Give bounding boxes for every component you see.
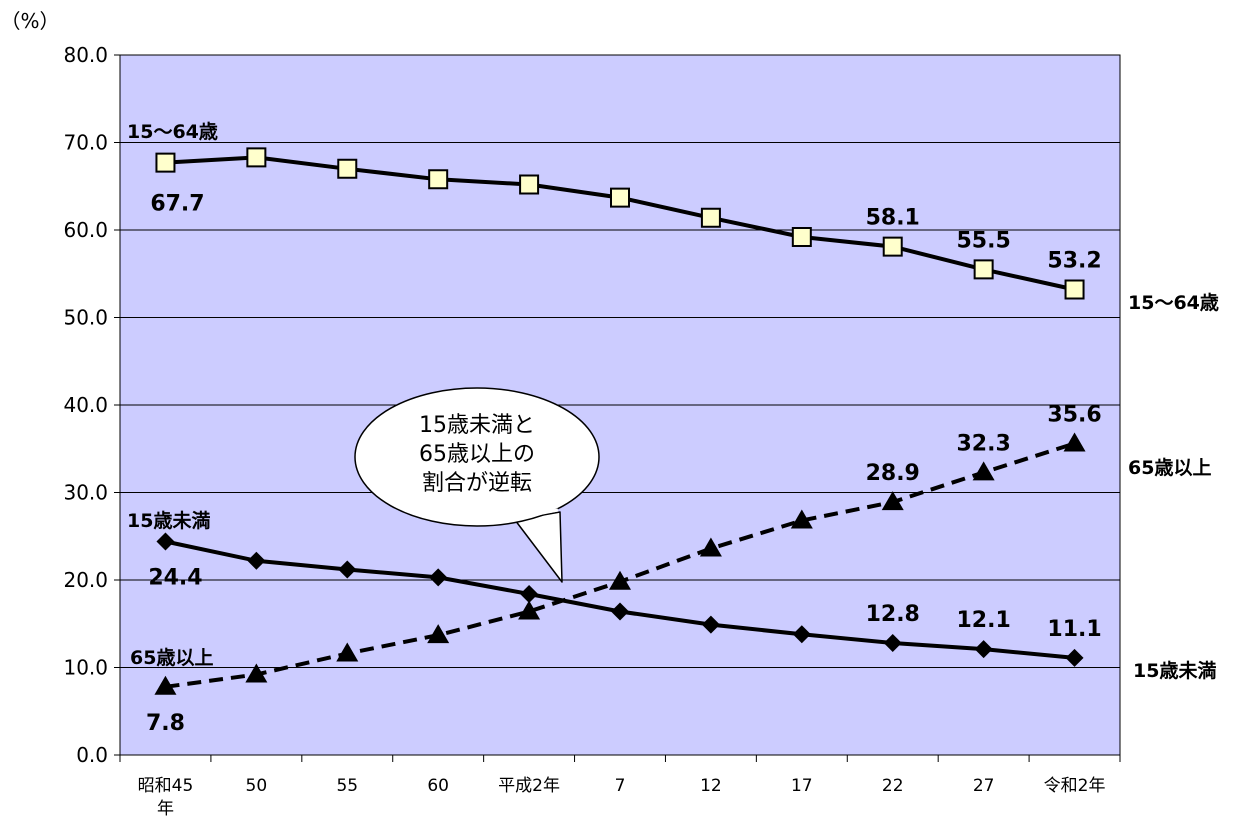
data-point [154,675,177,695]
series-name-right: 65歳以上 [1128,457,1211,479]
data-label: 24.4 [148,566,202,591]
data-point [1064,279,1085,300]
data-label: 11.1 [1047,617,1101,642]
x-tick-label: 令和2年 [1044,776,1106,796]
data-label: 12.8 [866,602,920,627]
data-point [791,227,812,247]
data-point [609,570,631,590]
series-name-left: 15歳未満 [127,509,210,532]
data-label: 53.2 [1047,249,1101,274]
axes: 0.0 10.0 20.0 30.0 40.0 50.0 60.0 70.0 80.0（%） 昭和… [0,9,1121,818]
series-name-left: 65歳以上 [130,647,213,669]
x-tick-label: 50 [246,776,268,796]
data-label: 32.3 [956,431,1010,456]
y-tick-label: 0.0 [76,743,108,767]
x-tick-label: 22 [882,776,904,796]
y-unit-label: （%） [0,9,59,33]
data-point [790,509,813,529]
data-point [155,152,176,173]
data-point [429,568,448,587]
data-point [792,625,811,644]
data-point [245,663,268,683]
x-tick-label: 55 [336,776,358,796]
data-label: 12.1 [956,608,1010,633]
x-tick-label: 7 [615,776,626,796]
data-point [427,624,450,644]
x-tick-label: 12 [700,776,722,796]
series-layer [154,147,1086,695]
series-name-right: 15～64歳 [1128,292,1219,314]
callout-text-line: 割合が逆転 [422,471,532,496]
y-tick-label: 80.0 [63,43,108,67]
x-tick-label: 60 [427,776,449,796]
data-point [972,461,995,481]
x-tick-label: 17 [791,776,813,796]
series-name-left: 15～64歳 [127,121,218,143]
data-point [1063,432,1086,452]
series-name-right: 15歳未満 [1133,659,1216,682]
data-point [973,259,994,280]
data-label: 28.9 [866,461,920,486]
x-tick-label: 昭和45 年 [138,776,194,818]
data-label: 55.5 [956,228,1010,253]
callout-bubble [354,387,600,527]
data-point [881,491,904,511]
data-point [882,236,903,257]
data-point [156,532,175,551]
data-point [247,551,266,570]
data-label: 35.6 [1047,403,1101,428]
data-point [701,615,720,634]
callout-text-line: 65歳以上の [419,442,535,467]
data-point [336,642,359,662]
data-point [700,207,721,228]
x-tick-label: 27 [973,776,995,796]
data-point [611,602,629,621]
y-tick-label: 70.0 [63,131,108,155]
y-tick-label: 10.0 [63,656,108,680]
data-point [610,187,630,208]
data-point [337,158,358,179]
data-point [428,169,449,190]
y-tick-label: 50.0 [63,306,108,330]
labels-layer: 67.7 58.1 55.5 53.2 24.4 12.8 12.1 11.1 7.8 28.9 3… [127,121,1219,736]
data-point [520,585,539,603]
callout-joint [516,508,559,520]
x-tick-label: 平成2年 [498,776,560,796]
y-tick-label: 30.0 [63,481,108,505]
callout-text-line: 15歳未満と [419,413,535,438]
data-label: 58.1 [866,206,920,231]
data-point [246,147,267,168]
data-point [883,634,902,652]
data-label: 67.7 [150,192,204,217]
data-point [338,560,357,579]
y-tick-label: 20.0 [63,568,108,592]
data-point [518,600,541,620]
y-tick-label: 60.0 [63,218,108,242]
y-tick-label: 40.0 [63,393,108,417]
data-point [519,174,540,195]
data-point [699,537,722,557]
data-label: 7.8 [146,711,185,736]
data-point [1065,648,1084,667]
data-point [974,640,993,659]
